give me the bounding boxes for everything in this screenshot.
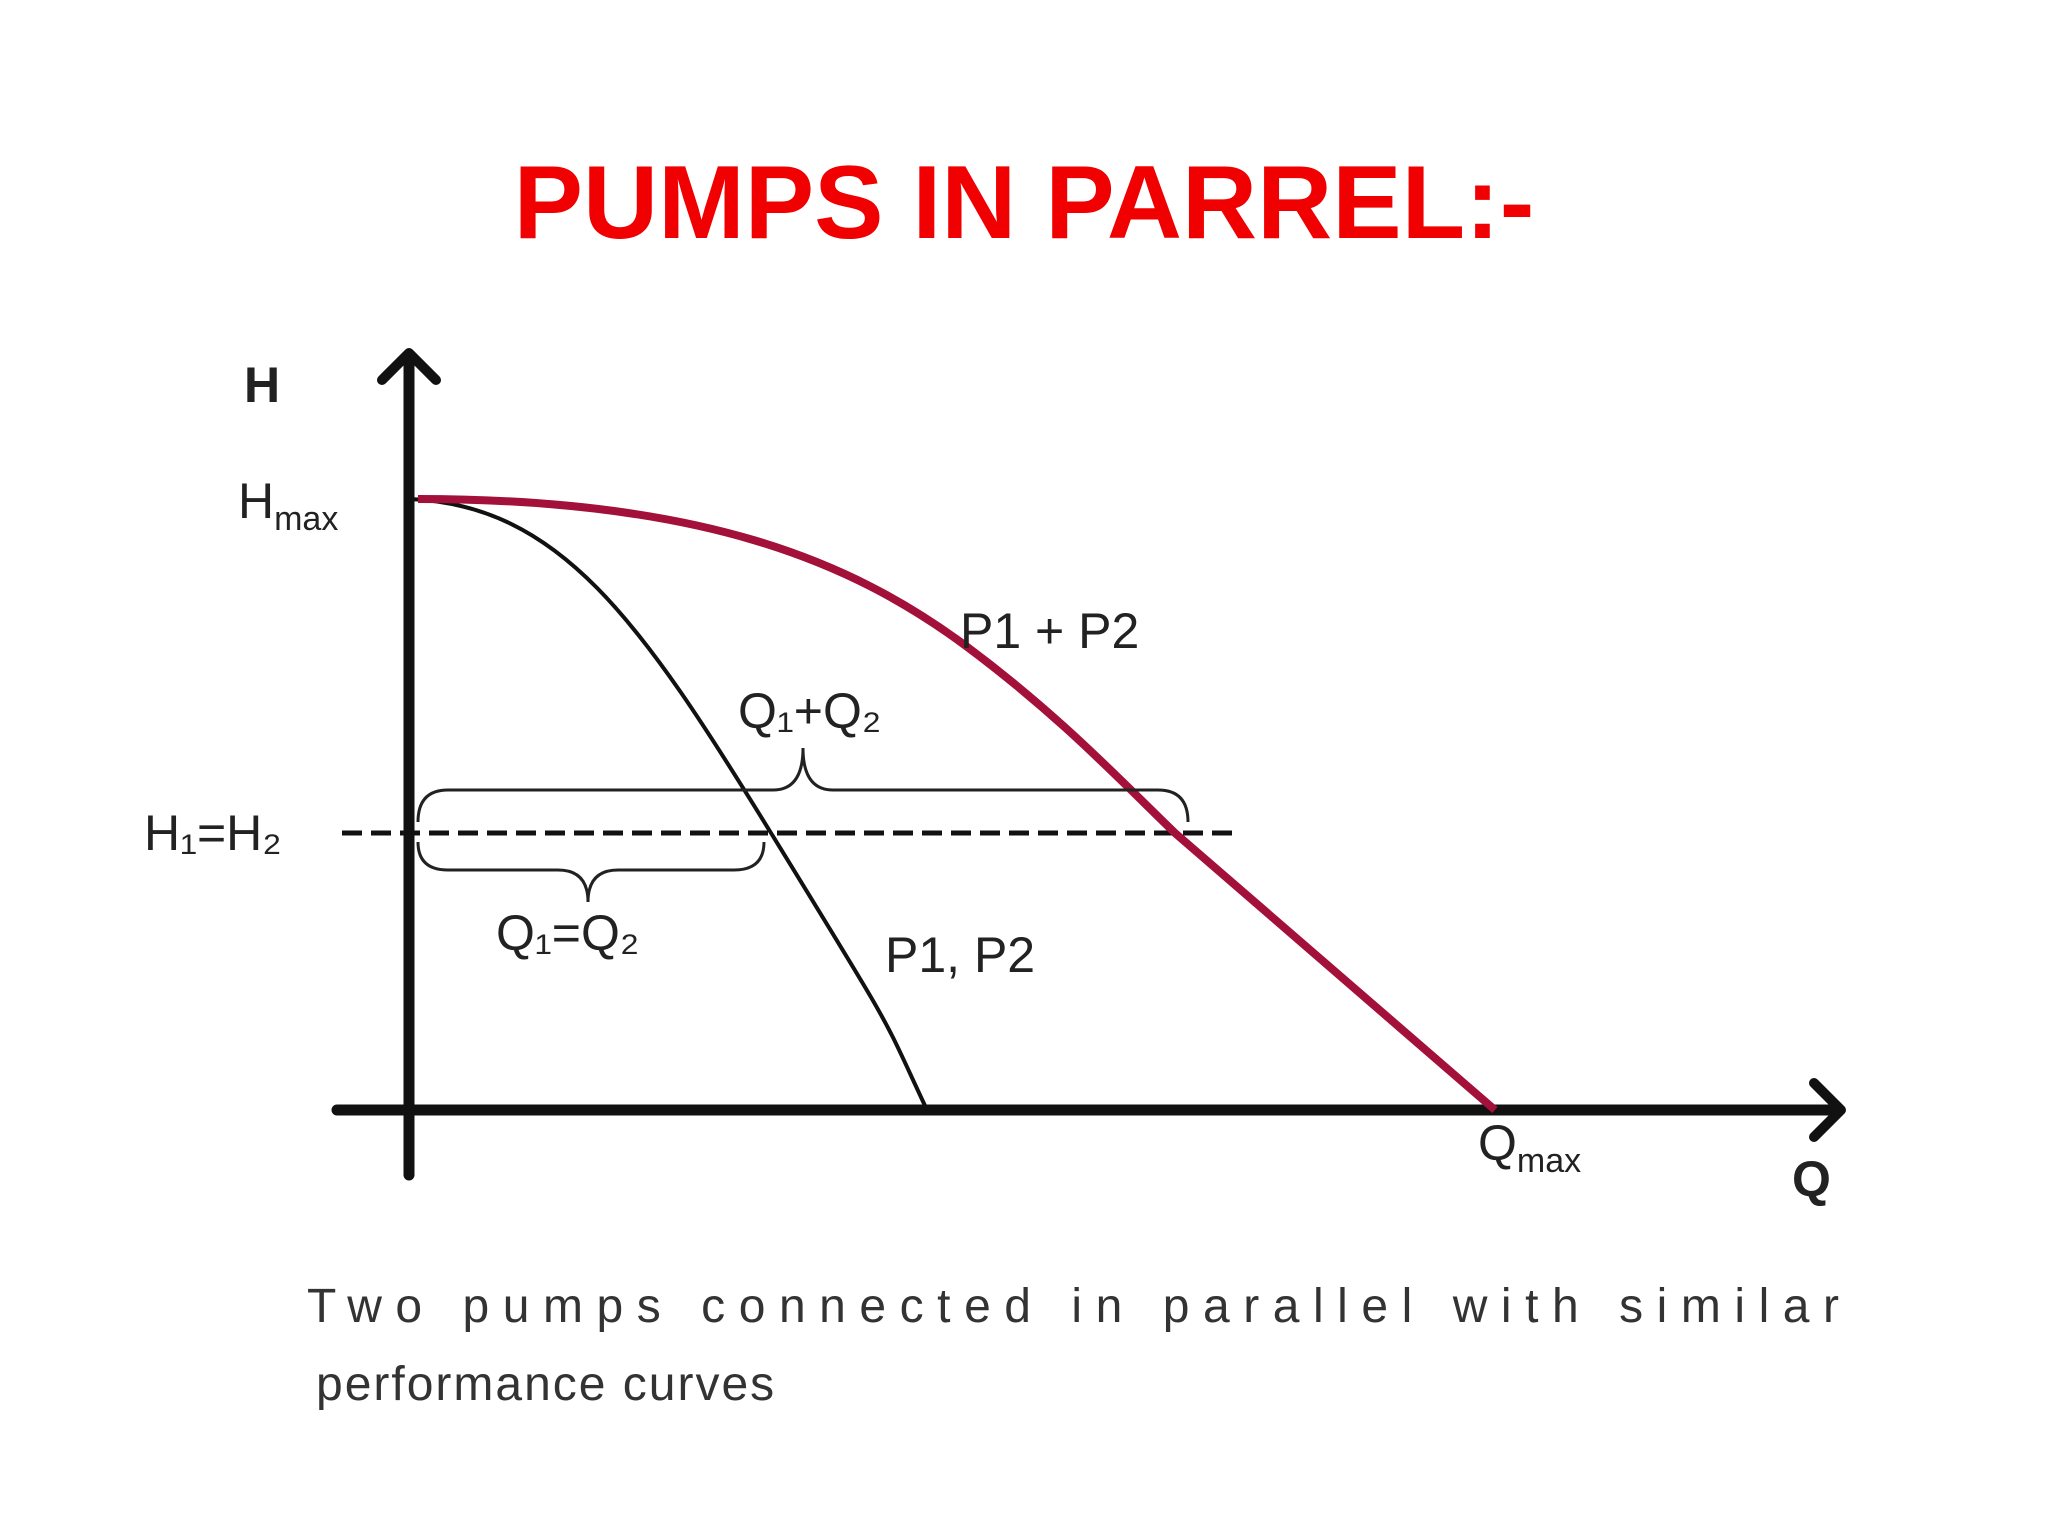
slide-title: PUMPS IN PARREL:- [514,145,1535,261]
q-sum-label: Q₁+Q₂ [738,683,881,739]
h-max-label: Hmax [238,473,338,538]
q-max-sub: max [1517,1142,1581,1180]
flow-sum-brace [416,747,1190,823]
y-axis-label: H [244,357,280,413]
q-equal-label: Q₁=Q₂ [496,905,639,961]
single-pump-curve [408,497,929,1111]
q-max-label: Qmax [1478,1115,1581,1180]
combined-pump-curve [417,495,1498,1114]
h-max-sub: max [274,500,338,538]
x-axis-arrow [1809,1078,1846,1142]
combined-curve-label: P1 + P2 [960,603,1139,659]
h-max-main: H [238,473,274,529]
x-axis-label: Q [1792,1151,1831,1207]
single-curve-label: P1, P2 [885,927,1035,983]
flow-equal-brace [416,841,766,903]
h-equal-label: H₁=H₂ [144,805,282,861]
caption-line: performance curves [316,1358,776,1411]
q-max-main: Q [1478,1115,1517,1171]
y-axis-arrow [377,348,441,385]
